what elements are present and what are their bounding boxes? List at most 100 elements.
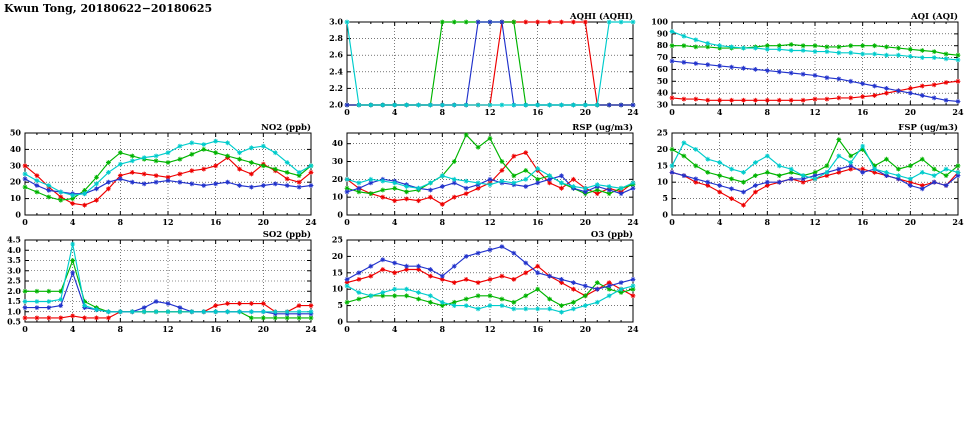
svg-text:20: 20 — [580, 217, 592, 227]
svg-text:12: 12 — [484, 217, 495, 227]
svg-text:60: 60 — [657, 64, 669, 74]
svg-text:40: 40 — [657, 88, 669, 98]
svg-text:24: 24 — [952, 217, 964, 227]
svg-text:0: 0 — [669, 217, 675, 227]
svg-text:20: 20 — [905, 217, 917, 227]
svg-text:25: 25 — [332, 235, 343, 245]
svg-text:24: 24 — [627, 217, 639, 227]
svg-text:2.6: 2.6 — [329, 50, 343, 60]
svg-text:3.0: 3.0 — [329, 17, 343, 27]
svg-text:30: 30 — [657, 100, 669, 110]
series-green — [669, 137, 961, 185]
svg-text:8: 8 — [765, 107, 771, 117]
chart-o3: 0 5 10 15 20 25 0 4 8 12 16 20 24 O3 (ppb) — [332, 229, 639, 334]
svg-text:0: 0 — [344, 217, 350, 227]
svg-text:20: 20 — [580, 107, 592, 117]
svg-text:0: 0 — [22, 324, 28, 334]
svg-text:0: 0 — [669, 107, 675, 117]
page-title: Kwun Tong, 20180622−20180625 — [4, 2, 213, 15]
svg-text:40: 40 — [332, 138, 344, 148]
series-green — [344, 280, 636, 308]
svg-text:1.5: 1.5 — [7, 296, 21, 306]
chart-no2: 0 10 20 30 40 50 0 4 8 12 16 20 24 NO2 (ppb) — [10, 122, 317, 227]
svg-text:2.0: 2.0 — [329, 100, 343, 110]
svg-text:O3 (ppb): O3 (ppb) — [591, 229, 633, 240]
chart-so2: 0.51.01.52.02.53.03.54.04.5 0 4 8 12 16 20 24 SO… — [7, 229, 317, 334]
series-cyan — [344, 166, 636, 191]
svg-text:SO2 (ppb): SO2 (ppb) — [263, 229, 311, 240]
svg-text:0: 0 — [344, 324, 350, 334]
svg-text:12: 12 — [162, 324, 173, 334]
svg-text:90: 90 — [657, 28, 669, 38]
svg-text:8: 8 — [440, 107, 446, 117]
svg-text:20: 20 — [657, 144, 669, 154]
svg-text:80: 80 — [657, 40, 669, 50]
series-cyan — [669, 140, 961, 182]
svg-text:12: 12 — [484, 324, 495, 334]
svg-text:50: 50 — [657, 76, 669, 86]
svg-text:15: 15 — [332, 267, 343, 277]
series-cyan — [22, 138, 314, 198]
svg-text:0: 0 — [337, 317, 343, 327]
svg-text:10: 10 — [10, 193, 22, 203]
svg-text:16: 16 — [532, 324, 544, 334]
series-blue — [669, 58, 961, 104]
svg-text:4: 4 — [70, 217, 76, 227]
svg-text:10: 10 — [332, 284, 344, 294]
svg-text:12: 12 — [484, 107, 495, 117]
series-cyan — [669, 29, 961, 63]
svg-text:2.0: 2.0 — [7, 286, 21, 296]
svg-text:12: 12 — [809, 107, 820, 117]
svg-text:16: 16 — [532, 217, 544, 227]
svg-text:0.5: 0.5 — [7, 317, 21, 327]
svg-text:1.0: 1.0 — [7, 306, 21, 316]
series-blue — [344, 244, 636, 292]
chart-aqhi: 2.0 2.2 2.4 2.6 2.8 3.0 0 4 8 12 16 20 24 AQHI (AQHI) — [329, 11, 639, 117]
svg-text:20: 20 — [332, 174, 344, 184]
svg-text:0: 0 — [662, 210, 668, 220]
svg-text:30: 30 — [332, 156, 344, 166]
svg-text:8: 8 — [765, 217, 771, 227]
svg-text:25: 25 — [657, 128, 668, 138]
series-red — [669, 78, 961, 103]
svg-text:24: 24 — [305, 324, 317, 334]
svg-text:2.5: 2.5 — [7, 276, 21, 286]
svg-text:30: 30 — [10, 160, 22, 170]
svg-text:5: 5 — [662, 193, 668, 203]
svg-text:NO2 (ppb): NO2 (ppb) — [261, 122, 311, 133]
series-cyan — [344, 283, 636, 315]
svg-text:12: 12 — [809, 217, 820, 227]
svg-text:16: 16 — [857, 107, 869, 117]
svg-text:24: 24 — [952, 107, 964, 117]
svg-text:20: 20 — [258, 217, 270, 227]
svg-text:40: 40 — [10, 144, 22, 154]
svg-text:4: 4 — [717, 217, 723, 227]
svg-text:12: 12 — [162, 217, 173, 227]
svg-text:4: 4 — [392, 324, 398, 334]
svg-text:4: 4 — [392, 107, 398, 117]
svg-text:20: 20 — [10, 177, 22, 187]
svg-text:4: 4 — [717, 107, 723, 117]
svg-text:15: 15 — [657, 160, 668, 170]
svg-text:70: 70 — [657, 52, 669, 62]
svg-text:10: 10 — [332, 192, 344, 202]
series-cyan — [344, 19, 636, 108]
svg-text:0: 0 — [15, 210, 21, 220]
svg-text:8: 8 — [440, 217, 446, 227]
svg-text:8: 8 — [440, 324, 446, 334]
svg-text:RSP (ug/m3): RSP (ug/m3) — [572, 122, 633, 133]
svg-text:FSP (ug/m3): FSP (ug/m3) — [898, 122, 958, 133]
svg-text:16: 16 — [857, 217, 869, 227]
svg-text:16: 16 — [210, 217, 222, 227]
svg-text:24: 24 — [627, 107, 639, 117]
svg-text:4.5: 4.5 — [7, 235, 21, 245]
svg-text:0: 0 — [22, 217, 28, 227]
svg-text:24: 24 — [305, 217, 317, 227]
svg-text:0: 0 — [344, 107, 350, 117]
svg-text:2.8: 2.8 — [329, 33, 343, 43]
svg-text:20: 20 — [580, 324, 592, 334]
chart-fsp: 0 5 10 15 20 25 0 4 8 12 16 20 24 FSP (ug/m3) — [657, 122, 964, 227]
svg-text:50: 50 — [10, 128, 22, 138]
